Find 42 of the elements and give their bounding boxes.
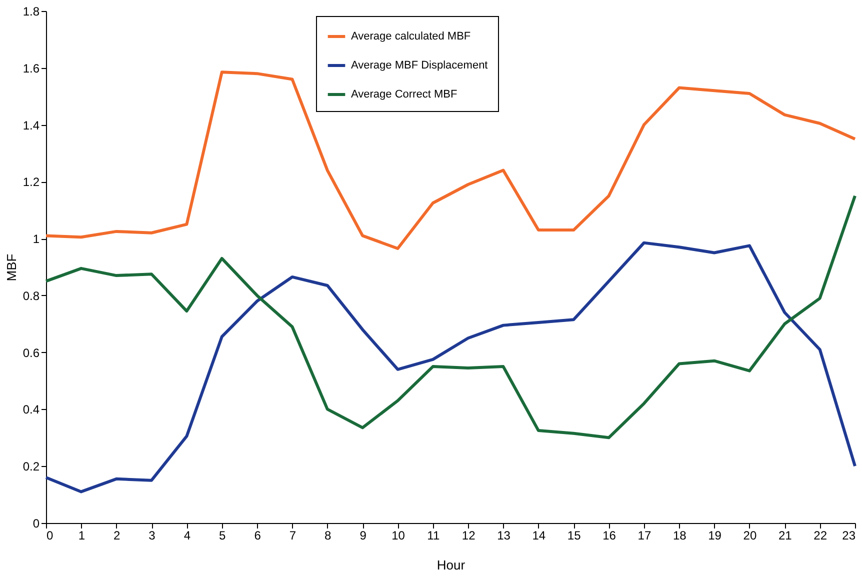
y-tick-label: 0.2 [22,460,40,474]
y-tick-label: 1 [32,232,40,246]
x-tick-label: 20 [743,528,757,542]
y-tick-label: 1.2 [22,175,40,190]
x-tick-label: 2 [114,528,121,542]
x-tick-label: 22 [814,528,828,542]
x-tick-label: 12 [462,528,476,542]
x-tick-label: 11 [427,528,440,542]
line-series [44,70,856,250]
y-tick-label: 1.6 [22,61,40,76]
x-tick-label: 23 [842,528,856,542]
x-tick-label: 18 [672,528,687,542]
x-tick-label: 0 [46,528,54,542]
y-tick-label: 1.8 [22,4,40,18]
y-axis-title: MBF [4,254,19,282]
legend-label: Average Correct MBF [351,88,458,100]
x-tick-label: 3 [148,528,156,542]
legend-label: Average calculated MBF [351,30,471,42]
x-tick-label: 19 [708,528,722,542]
y-tick-label: 0.4 [22,402,40,417]
y-tick-label: 1.4 [22,118,40,132]
x-tick-label: 9 [360,528,367,542]
x-tick-label: 1 [78,528,86,542]
x-tick-label: 8 [324,528,332,542]
line-series [44,241,856,494]
x-tick-label: 13 [497,528,511,542]
x-tick-label: 7 [289,528,296,542]
line-series [44,194,856,440]
y-tick-label: 0 [32,516,40,530]
x-tick-label: 21 [778,528,792,542]
x-tick-label: 17 [638,528,652,542]
x-tick-label: 15 [567,528,582,542]
y-tick-label: 0.6 [22,346,40,360]
x-tick-label: 14 [532,528,546,542]
x-tick-label: 10 [392,528,406,542]
x-tick-label: 4 [184,528,191,542]
y-tick-label: 0.8 [22,288,40,303]
x-axis-title: Hour [436,558,466,572]
x-tick-label: 5 [219,528,226,542]
x-tick-label: 6 [254,528,262,542]
legend-label: Average MBF Displacement [351,60,488,72]
x-tick-label: 16 [602,528,616,542]
